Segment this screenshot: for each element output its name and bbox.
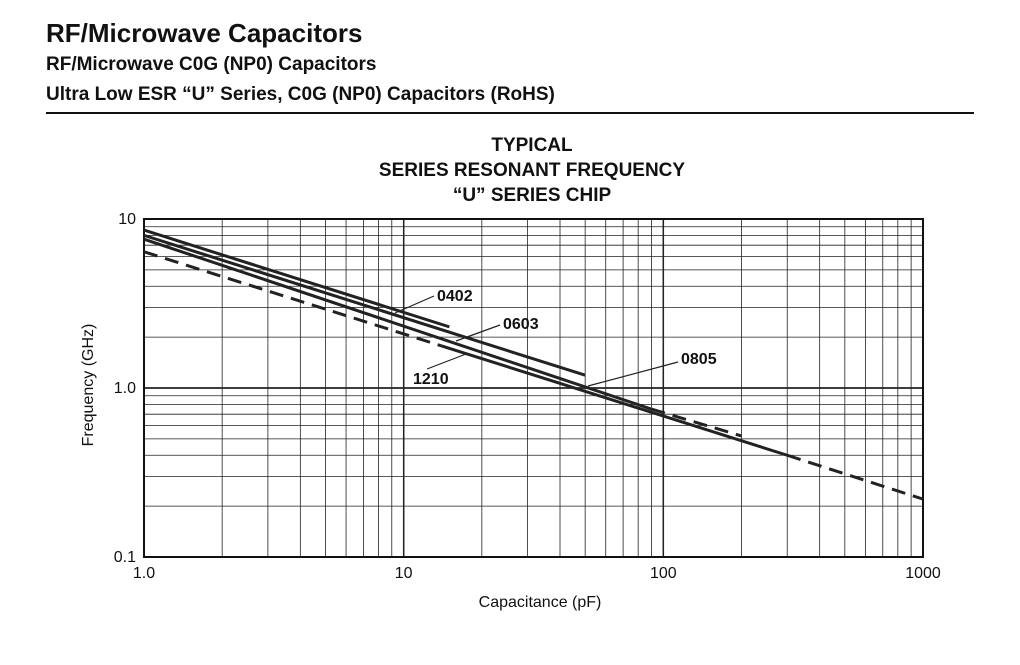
y-tick-label: 0.1 [114, 549, 136, 566]
x-axis-label: Capacitance (pF) [479, 594, 602, 611]
chart-title-line: “U” SERIES CHIP [453, 185, 612, 206]
annotation-leader-0603 [455, 324, 501, 342]
annotation-leader-0402 [394, 295, 435, 314]
y-axis-label: Frequency (GHz) [80, 324, 97, 447]
chart-title-line: SERIES RESONANT FREQUENCY [379, 160, 685, 181]
annotation-label-0805: 0805 [681, 351, 717, 368]
annotation-leader-0805 [587, 361, 679, 387]
x-tick-label: 10 [395, 565, 413, 582]
y-tick-label: 1.0 [114, 380, 136, 397]
annotation-leader-1210 [426, 353, 467, 370]
plot-frame [143, 218, 924, 558]
annotation-label-0603: 0603 [503, 316, 539, 333]
series-dashed-1210-tail [786, 453, 924, 501]
series-line-0402 [143, 228, 450, 329]
annotation-label-1210: 1210 [413, 371, 449, 388]
header-divider [46, 112, 974, 114]
x-tick-label: 1.0 [133, 565, 155, 582]
series-dashed-1210 [143, 250, 443, 348]
series-line-1210 [441, 344, 788, 457]
page-title: RF/Microwave Capacitors [46, 18, 363, 48]
series-line-0805 [143, 237, 652, 411]
annotation-label-0402: 0402 [437, 288, 473, 305]
x-tick-label: 100 [650, 565, 677, 582]
x-tick-label: 1000 [905, 565, 941, 582]
page-subtitle: RF/Microwave C0G (NP0) Capacitors [46, 54, 377, 75]
series-heading: Ultra Low ESR “U” Series, C0G (NP0) Capa… [46, 84, 555, 105]
series-dashed-0805 [651, 407, 742, 438]
series-line-0603 [143, 233, 586, 377]
y-tick-label: 10 [118, 211, 136, 228]
chart-title-line: TYPICAL [491, 135, 573, 156]
